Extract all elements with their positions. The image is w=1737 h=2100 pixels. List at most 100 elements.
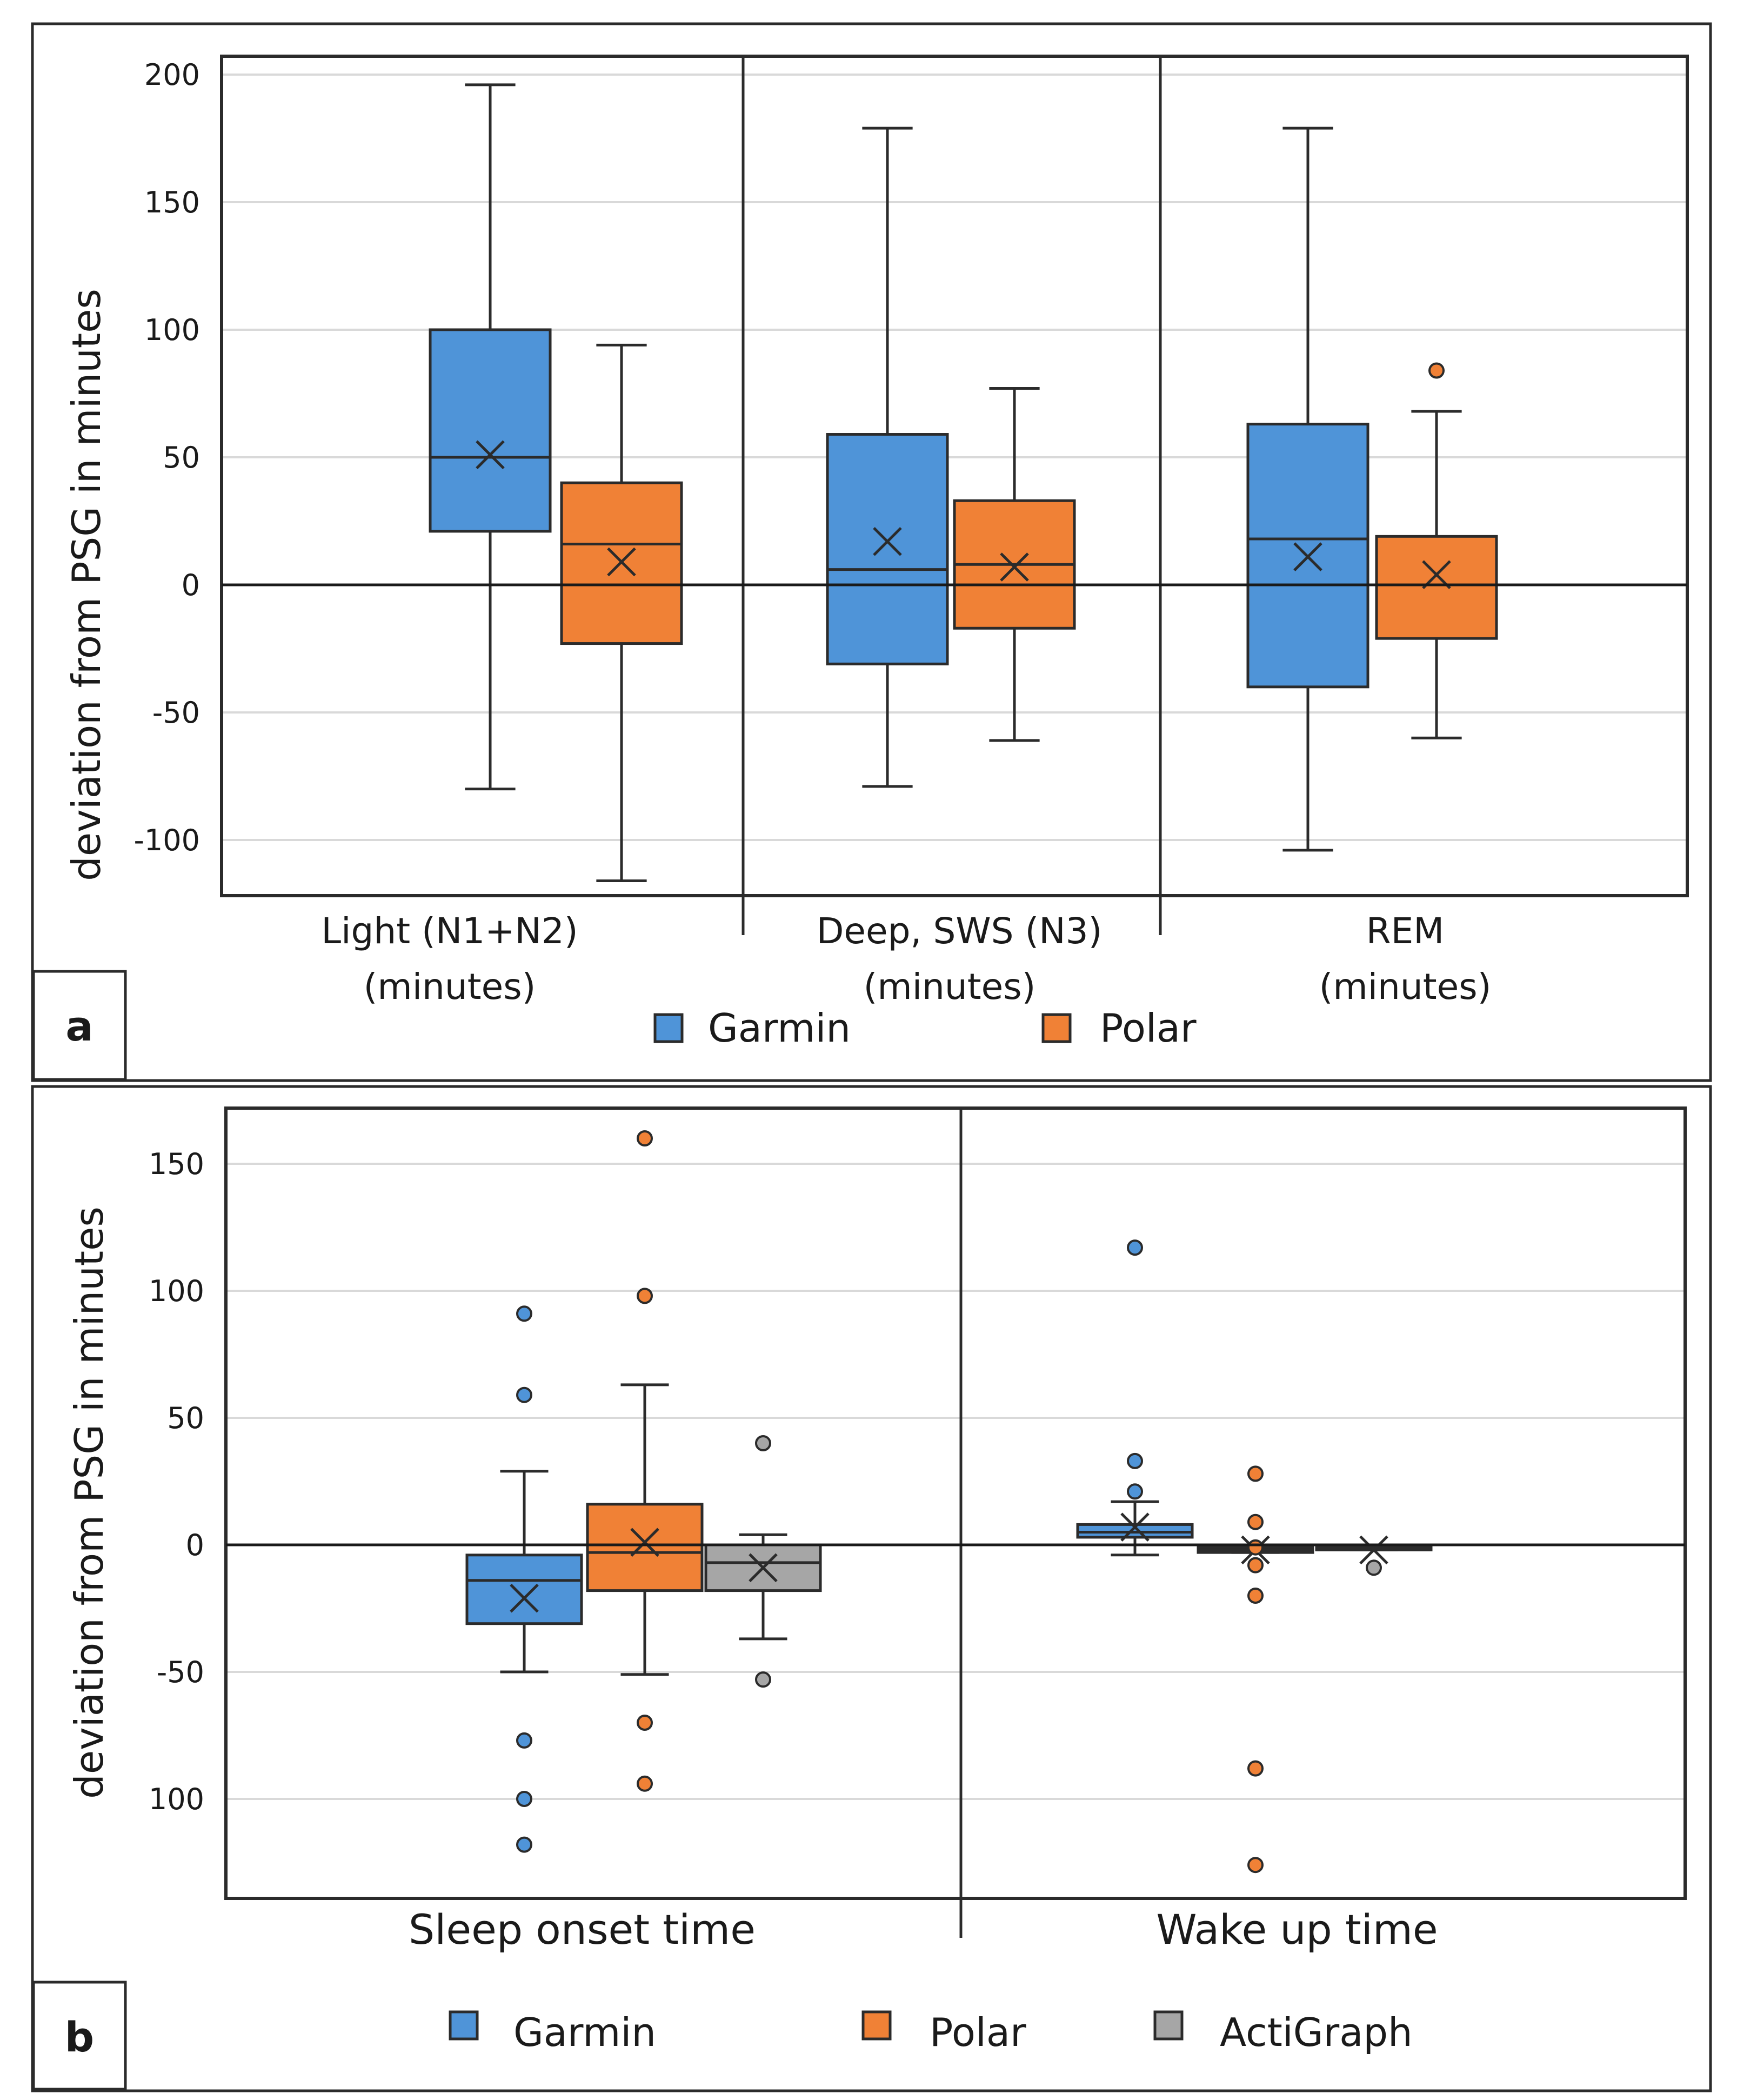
panel-b-legend-polar-label: Polar bbox=[930, 2010, 1026, 2055]
panel-b-polar-box-2 bbox=[1197, 1465, 1314, 1874]
panel-b-garmin-box-2-outlier bbox=[1127, 1452, 1143, 1469]
panel-b-polar-box-1-mean-marker bbox=[630, 1528, 659, 1557]
panel-b-legend-polar-swatch bbox=[861, 2010, 892, 2041]
panel-a-gridlines bbox=[223, 74, 1686, 841]
panel-b-y-tick-label: 50 bbox=[167, 1401, 204, 1435]
panel-a-frame bbox=[31, 22, 1712, 1082]
panel-b-actigraph-box-1-outlier bbox=[755, 1435, 771, 1451]
panel-b-garmin-box-1-outlier bbox=[516, 1836, 532, 1853]
panel-b-boxes bbox=[465, 1130, 1433, 1874]
panel-b-y-tick-label: -50 bbox=[157, 1655, 204, 1689]
panel-b: 150 100 50 0 -50 100 deviation from PSG in mi… bbox=[31, 1085, 1712, 2092]
panel-a-legend-polar-label: Polar bbox=[1100, 1005, 1197, 1051]
panel-b-plot-area bbox=[224, 1106, 1687, 1900]
panel-a-y-tick-label: -100 bbox=[133, 823, 200, 857]
panel-b-cat-1: Sleep onset time bbox=[409, 1905, 756, 1954]
panel-b-polar-box-2-outlier bbox=[1247, 1539, 1264, 1556]
panel-b-legend-garmin-swatch bbox=[449, 2010, 479, 2041]
panel-b-y-axis-label: deviation from PSG in minutes bbox=[66, 1206, 112, 1799]
panel-b-garmin-box-1-mean-marker bbox=[510, 1583, 539, 1613]
panel-a-garmin-box-3 bbox=[1246, 126, 1369, 852]
panel-b-polar-box-2-outlier bbox=[1247, 1760, 1264, 1777]
panel-a-y-ticks: 200 150 100 50 0 -50 -100 bbox=[133, 58, 200, 857]
panel-a-y-tick-label: 200 bbox=[144, 58, 200, 92]
panel-a-y-tick-label: -50 bbox=[152, 696, 200, 730]
panel-a-legend-polar-swatch bbox=[1041, 1013, 1072, 1043]
panel-a-y-tick-label: 50 bbox=[163, 441, 200, 475]
panel-a-letter: a bbox=[65, 1002, 93, 1050]
panel-a-letter-box bbox=[32, 970, 127, 1081]
panel-a-cat-1-line1: Light (N1+N2) bbox=[321, 910, 578, 952]
panel-a-legend-garmin-swatch bbox=[653, 1013, 684, 1043]
panel-b-actigraph-box-2-outlier bbox=[1366, 1559, 1382, 1576]
panel-b-garmin-box-2 bbox=[1076, 1239, 1194, 1557]
panel-b-garmin-box-1-outlier bbox=[516, 1791, 532, 1807]
panel-b-gridlines bbox=[228, 1163, 1683, 1800]
panel-a-boxes bbox=[429, 83, 1498, 883]
panel-b-garmin-box-1-outlier bbox=[516, 1386, 532, 1403]
panel-a-polar-box-1-mean-marker bbox=[607, 547, 636, 577]
panel-b-y-tick-label: 100 bbox=[149, 1782, 204, 1816]
panel-b-garmin-box-1-iqr bbox=[465, 1554, 583, 1625]
panel-b-polar-box-1-outlier bbox=[637, 1775, 653, 1792]
panel-b-polar-box-2-outlier bbox=[1247, 1465, 1264, 1482]
panel-b-letter-box bbox=[32, 1981, 127, 2091]
panel-b-garmin-box-2-mean-marker bbox=[1120, 1512, 1150, 1542]
panel-b-letter: b bbox=[65, 2013, 94, 2061]
panel-b-polar-box-1-outlier bbox=[637, 1130, 653, 1146]
panel-a-polar-box-2-mean-marker bbox=[1000, 552, 1029, 582]
panel-b-y-ticks: 150 100 50 0 -50 100 bbox=[149, 1147, 204, 1816]
panel-b-polar-box-2-outlier bbox=[1247, 1514, 1264, 1530]
panel-a-cat-3-line2: (minutes) bbox=[1319, 966, 1492, 1008]
panel-b-polar-box-1-outlier bbox=[637, 1288, 653, 1304]
panel-a-cat-1-line2: (minutes) bbox=[364, 966, 536, 1008]
panel-a-garmin-box-1 bbox=[429, 83, 552, 791]
panel-b-garmin-box-1 bbox=[465, 1305, 583, 1853]
panel-a-polar-box-3-iqr bbox=[1375, 535, 1498, 640]
panel-a-y-axis-label: deviation from PSG in minutes bbox=[64, 289, 109, 881]
panel-a-cat-2-line1: Deep, SWS (N3) bbox=[817, 910, 1103, 952]
panel-a-garmin-box-1-iqr bbox=[429, 328, 552, 533]
panel-a-polar-box-3 bbox=[1375, 362, 1498, 739]
panel-a: 200 150 100 50 0 -50 -100 deviation from PSG i… bbox=[31, 22, 1712, 1082]
panel-a-cat-3-line1: REM bbox=[1366, 910, 1445, 952]
panel-b-actigraph-box-2 bbox=[1315, 1535, 1433, 1576]
panel-b-cat-2: Wake up time bbox=[1156, 1905, 1438, 1954]
panel-a-polar-box-1 bbox=[560, 343, 683, 883]
panel-b-actigraph-box-1-outlier bbox=[755, 1671, 771, 1688]
panel-b-legend-garmin-label: Garmin bbox=[513, 2010, 656, 2055]
panel-b-actigraph-box-2-mean-marker bbox=[1359, 1535, 1388, 1565]
panel-b-garmin-box-2-outlier bbox=[1127, 1483, 1143, 1500]
panel-b-polar-box-1-iqr bbox=[586, 1503, 704, 1592]
panel-b-y-tick-label: 100 bbox=[149, 1274, 204, 1308]
panel-a-garmin-box-2 bbox=[826, 126, 949, 788]
panel-a-y-tick-label: 100 bbox=[144, 313, 200, 347]
panel-a-y-tick-label: 0 bbox=[182, 568, 200, 602]
panel-a-polar-box-2 bbox=[953, 387, 1076, 742]
panel-a-y-tick-label: 150 bbox=[144, 185, 200, 219]
panel-a-plot-area bbox=[220, 55, 1689, 897]
panel-b-garmin-box-2-outlier bbox=[1127, 1239, 1143, 1256]
panel-b-legend-actigraph-swatch bbox=[1153, 2010, 1184, 2041]
panel-b-y-tick-label: 150 bbox=[149, 1147, 204, 1181]
panel-b-polar-box-2-outlier bbox=[1247, 1588, 1264, 1604]
panel-a-cat-2-line2: (minutes) bbox=[864, 966, 1036, 1008]
panel-b-y-tick-label: 0 bbox=[186, 1528, 204, 1562]
panel-b-polar-box-1-outlier bbox=[637, 1715, 653, 1731]
panel-a-garmin-box-2-iqr bbox=[826, 433, 949, 665]
panel-b-polar-box-1 bbox=[586, 1130, 704, 1792]
panel-a-garmin-box-2-mean-marker bbox=[873, 526, 902, 556]
panel-a-garmin-box-3-mean-marker bbox=[1293, 542, 1322, 571]
panel-b-polar-box-2-outlier bbox=[1247, 1857, 1264, 1874]
panel-b-garmin-box-1-outlier bbox=[516, 1305, 532, 1322]
panel-b-actigraph-box-1 bbox=[704, 1435, 822, 1688]
panel-b-garmin-box-1-outlier bbox=[516, 1732, 532, 1749]
panel-a-legend-garmin-label: Garmin bbox=[708, 1005, 851, 1051]
panel-a-polar-box-3-outlier bbox=[1428, 362, 1445, 379]
panel-b-legend-actigraph-label: ActiGraph bbox=[1220, 2010, 1413, 2055]
panel-b-polar-box-2-outlier bbox=[1247, 1557, 1264, 1574]
panel-b-actigraph-box-1-mean-marker bbox=[749, 1553, 778, 1583]
panel-b-frame bbox=[31, 1085, 1712, 2092]
panel-a-garmin-box-1-mean-marker bbox=[476, 440, 505, 470]
